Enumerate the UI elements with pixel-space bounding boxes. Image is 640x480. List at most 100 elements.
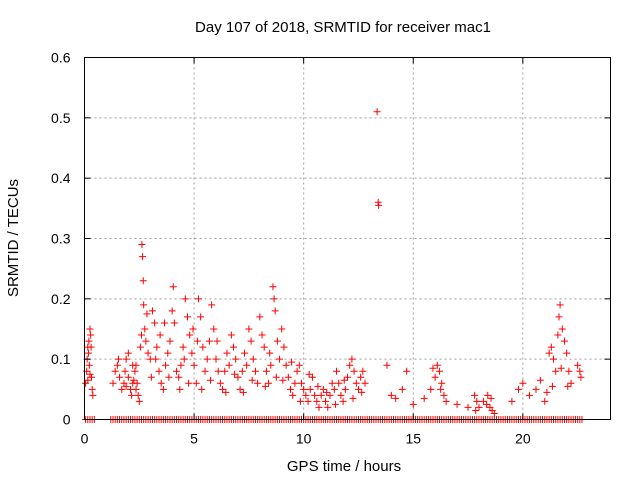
data-point	[276, 355, 284, 363]
data-point	[556, 301, 564, 309]
data-point	[153, 343, 161, 351]
data-point	[508, 397, 516, 405]
data-point	[563, 349, 571, 357]
data-point	[122, 355, 130, 363]
data-point	[398, 385, 406, 393]
data-point	[141, 325, 149, 333]
data-point	[135, 397, 143, 405]
data-point	[326, 391, 334, 399]
x-tick-label: 20	[515, 431, 531, 447]
data-point	[247, 337, 255, 345]
y-axis-label: SRMTID / TECUs	[5, 179, 22, 297]
data-point	[238, 367, 246, 375]
data-point	[545, 349, 553, 357]
data-point	[487, 394, 495, 402]
data-point	[131, 367, 139, 375]
data-point	[555, 313, 563, 321]
data-point	[219, 385, 227, 393]
data-point	[361, 379, 369, 387]
data-point	[142, 337, 150, 345]
data-point	[436, 367, 444, 375]
data-point	[306, 385, 314, 393]
data-point	[577, 373, 585, 381]
data-point	[176, 385, 184, 393]
data-point	[427, 385, 435, 393]
data-point	[230, 343, 238, 351]
data-point	[284, 373, 292, 381]
data-point	[273, 337, 281, 345]
data-point	[514, 385, 522, 393]
data-point	[293, 367, 301, 375]
data-point	[251, 367, 259, 375]
data-point	[289, 391, 297, 399]
data-point	[352, 379, 360, 387]
data-point	[166, 337, 174, 345]
data-point	[189, 325, 197, 333]
data-point	[114, 355, 122, 363]
data-point	[214, 367, 222, 375]
data-point	[121, 367, 129, 375]
data-point	[346, 361, 354, 369]
data-point	[387, 391, 395, 399]
x-tick-label: 5	[190, 431, 198, 447]
y-tick-label: 0	[63, 412, 71, 428]
data-point	[116, 373, 124, 381]
data-point	[337, 391, 345, 399]
data-point	[201, 367, 209, 375]
data-point	[87, 331, 95, 339]
data-point	[216, 379, 224, 387]
y-tick-label: 0.1	[51, 351, 71, 367]
y-tick-label: 0.5	[51, 110, 71, 126]
data-point	[256, 313, 264, 321]
data-point	[190, 361, 198, 369]
data-point	[221, 367, 229, 375]
data-point	[180, 355, 188, 363]
data-point	[213, 337, 221, 345]
data-point	[550, 355, 558, 363]
data-point	[354, 385, 362, 393]
data-point	[403, 367, 411, 375]
data-point	[282, 361, 290, 369]
data-point	[270, 295, 278, 303]
data-point	[409, 400, 417, 408]
data-point	[442, 397, 450, 405]
data-point	[267, 361, 275, 369]
data-point	[341, 385, 349, 393]
data-point	[358, 388, 366, 396]
data-point	[484, 391, 492, 399]
data-point	[532, 385, 540, 393]
data-point	[144, 349, 152, 357]
data-point	[295, 361, 303, 369]
data-point	[547, 343, 555, 351]
data-point	[222, 388, 230, 396]
data-point	[84, 376, 92, 384]
data-point	[287, 385, 295, 393]
data-point	[525, 391, 533, 399]
data-point	[567, 379, 575, 387]
data-point	[124, 373, 132, 381]
data-point	[558, 325, 566, 333]
data-point	[560, 337, 568, 345]
y-tick-label: 0.3	[51, 231, 71, 247]
data-point	[279, 376, 287, 384]
data-point	[192, 379, 200, 387]
data-point	[331, 400, 339, 408]
data-point	[473, 397, 481, 405]
data-point	[296, 397, 304, 405]
data-point	[266, 349, 274, 357]
data-point	[207, 376, 215, 384]
grid	[84, 57, 611, 420]
data-point	[519, 379, 527, 387]
data-point	[314, 382, 322, 390]
data-point	[261, 382, 269, 390]
data-point	[280, 343, 288, 351]
data-point	[431, 373, 439, 381]
data-point	[160, 319, 168, 327]
data-point	[339, 397, 347, 405]
data-point	[552, 367, 560, 375]
data-point	[288, 358, 296, 366]
data-point	[186, 331, 194, 339]
data-point	[554, 331, 562, 339]
data-point	[151, 319, 159, 327]
